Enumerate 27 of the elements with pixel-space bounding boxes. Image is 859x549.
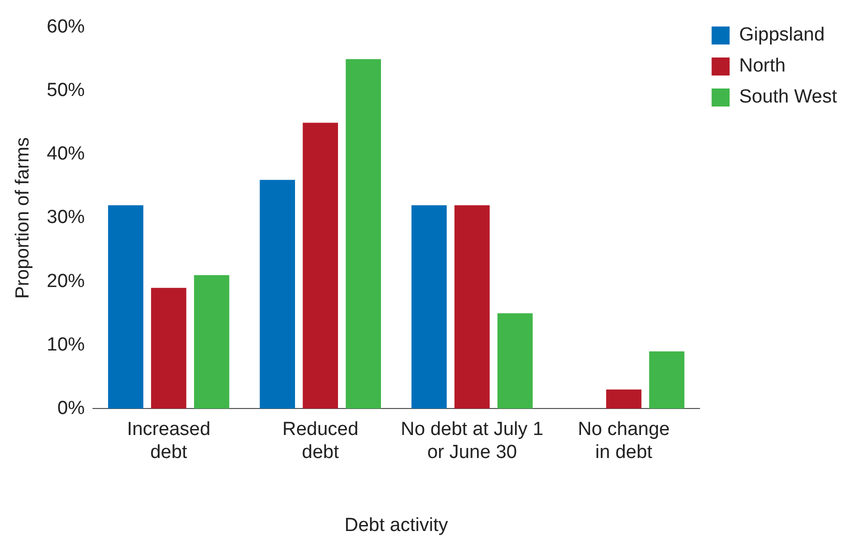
y-tick-label: 60% (46, 16, 85, 38)
y-tick-label: 0% (57, 398, 85, 419)
bar (649, 351, 684, 409)
x-tick-label: Increased debt (126, 419, 210, 464)
y-tick-label: 10% (46, 334, 85, 356)
bar (497, 313, 533, 409)
bar (108, 205, 144, 409)
legend-label: Gippsland (739, 24, 825, 46)
y-tick-label: 20% (46, 270, 85, 292)
y-tick-label: 30% (46, 207, 85, 228)
bar (411, 205, 447, 409)
x-tick-label: No debt at July 1 or June 30 (400, 419, 544, 464)
bar (260, 180, 296, 409)
bar (606, 390, 642, 409)
legend-label: North (739, 56, 786, 77)
y-axis-title: Proportion of farms (12, 137, 34, 299)
x-axis-title: Debt activity (344, 514, 448, 536)
bar (194, 275, 230, 409)
x-tick-label: No change in debt (578, 419, 670, 464)
y-tick-label: 40% (46, 144, 85, 165)
bar (346, 59, 381, 409)
bar (302, 122, 338, 409)
x-tick-label: Reduced debt (282, 419, 358, 464)
bar (454, 205, 490, 409)
legend-label: South West (739, 86, 838, 108)
y-tick-label: 50% (46, 80, 85, 102)
bar (151, 288, 186, 409)
